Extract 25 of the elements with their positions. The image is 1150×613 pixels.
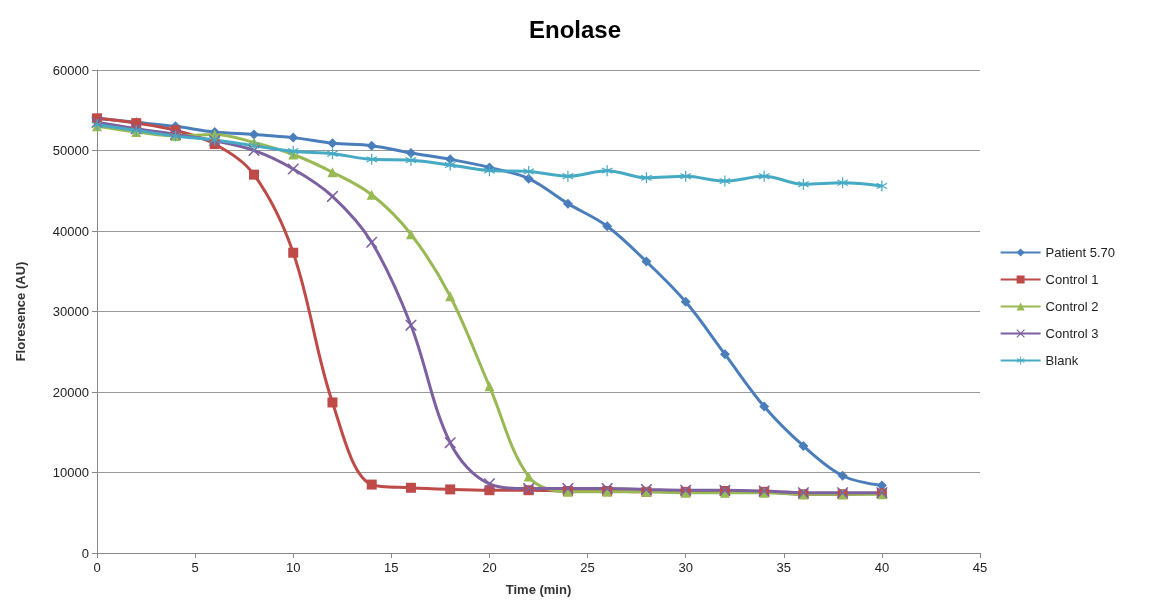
y-tick-label: 40000 <box>52 223 89 239</box>
y-tick-label: 30000 <box>52 304 89 319</box>
legend-label: Control 2 <box>1045 299 1099 314</box>
x-tick-label: 25 <box>580 560 595 575</box>
legend-label: Control 1 <box>1045 272 1099 287</box>
legend-label: Blank <box>1045 353 1079 368</box>
y-tick-label: 50000 <box>52 143 89 158</box>
x-tick-label: 35 <box>776 560 792 575</box>
legend-label: Patient 5.70 <box>1045 245 1115 260</box>
x-tick-label: 40 <box>874 560 890 575</box>
legend-label: Control 3 <box>1045 326 1099 341</box>
x-tick-label: 45 <box>972 560 988 575</box>
x-tick-label: 0 <box>93 560 101 575</box>
y-tick-label: 10000 <box>52 465 89 480</box>
y-tick-label: 20000 <box>52 384 89 400</box>
x-tick-label: 20 <box>482 560 497 575</box>
y-tick-label: 0 <box>81 545 89 561</box>
y-axis-title: Floresence (AU) <box>13 261 28 362</box>
x-axis-title: Time (min) <box>505 582 572 597</box>
x-tick-label: 15 <box>384 560 399 575</box>
x-tick-label: 30 <box>678 560 693 575</box>
chart-title: Enolase <box>528 15 622 43</box>
y-tick-label: 60000 <box>52 62 89 78</box>
x-tick-label: 5 <box>191 560 199 575</box>
x-tick-label: 10 <box>285 560 301 575</box>
